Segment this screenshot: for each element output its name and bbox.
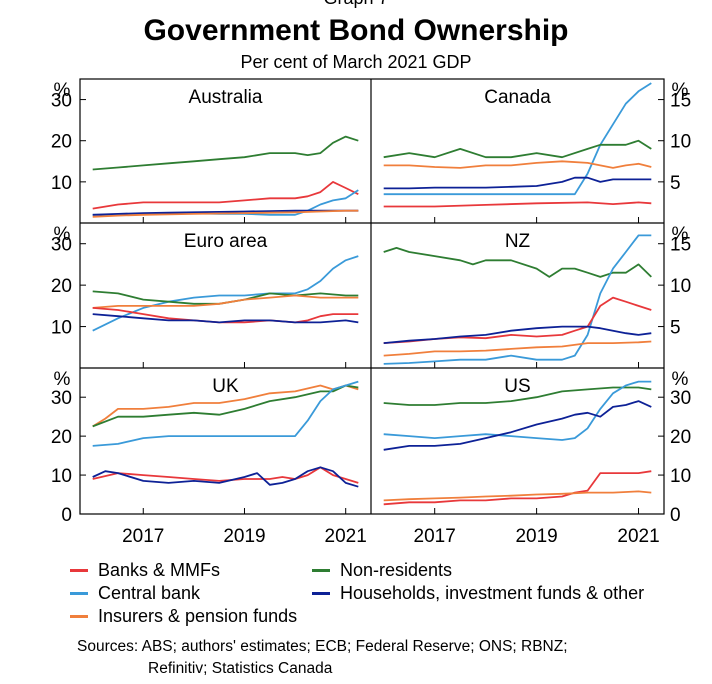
legend-label-banks: Banks & MMFs <box>98 559 221 580</box>
legend-label-insurers: Insurers & pension funds <box>98 605 298 626</box>
series-line-canada-households-investment-funds-other <box>383 176 652 190</box>
legend-swatch-non-residents <box>312 568 330 572</box>
y-tick-label-australia: 20 <box>51 132 72 153</box>
x-tick-label-right: 2017 <box>414 526 456 547</box>
panel-title-uk: UK <box>212 376 239 397</box>
y-tick-label-us: 30 <box>670 388 691 409</box>
x-tick-label-left: 2017 <box>122 526 164 547</box>
series-line-us-households-investment-funds-other <box>383 400 652 451</box>
series-line-canada-insurers-pension-funds <box>383 160 652 169</box>
unit-label-australia: % <box>54 80 71 101</box>
series-line-uk-insurers-pension-funds <box>92 384 359 428</box>
y-tick-label-nz: 5 <box>670 318 681 339</box>
y-tick-label-nz: 10 <box>670 276 691 297</box>
y-tick-label-uk: 30 <box>51 388 72 409</box>
y-tick-label-us: 0 <box>670 505 681 526</box>
sources-note: Sources: ABS; authors' estimates; ECB; F… <box>77 636 697 680</box>
series-line-australia-banks-mmfs <box>92 180 359 210</box>
panel-title-nz: NZ <box>505 231 531 252</box>
series-line-nz-insurers-pension-funds <box>383 340 652 357</box>
series-line-canada-central-bank <box>383 82 652 196</box>
legend-label-central-bank: Central bank <box>98 582 201 603</box>
y-tick-label-uk: 0 <box>61 505 72 526</box>
series-line-uk-households-investment-funds-other <box>92 466 359 488</box>
panel-euro-area: Euro area 30 20 10% <box>51 224 359 368</box>
y-tick-label-canada: 10 <box>670 132 691 153</box>
legend-label-households: Households, investment funds & other <box>340 582 645 603</box>
panel-title-euro-area: Euro area <box>184 231 268 252</box>
panel-us: US 30 20 10 0% <box>383 369 691 526</box>
sources-line-2: Refinitiv; Statistics Canada <box>148 660 333 677</box>
x-tick-label-right: 2021 <box>617 526 659 547</box>
unit-label-euro-area: % <box>54 224 71 245</box>
legend-swatch-central-bank <box>70 591 88 595</box>
series-line-euro-area-households-investment-funds-other <box>92 313 359 324</box>
y-tick-label-nz: 15 <box>670 235 691 256</box>
series-line-australia-non-residents <box>92 135 359 171</box>
y-tick-label-euro-area: 20 <box>51 276 72 297</box>
legend-item-households: Households, investment funds & other <box>312 582 644 604</box>
y-tick-label-australia: 30 <box>51 91 72 112</box>
series-line-canada-banks-mmfs <box>383 201 652 208</box>
series-line-nz-non-residents <box>383 246 652 278</box>
series-line-us-insurers-pension-funds <box>383 490 652 502</box>
unit-label-canada: % <box>672 80 689 101</box>
unit-label-uk: % <box>54 369 71 390</box>
x-tick-label-right: 2019 <box>515 526 557 547</box>
series-line-nz-banks-mmfs <box>383 296 652 344</box>
series-line-nz-households-investment-funds-other <box>383 325 652 344</box>
panel-canada: Canada 15 10 5% <box>383 80 691 223</box>
y-tick-label-us: 10 <box>670 466 691 487</box>
panel-uk: UK 30 20 10 0% <box>51 369 359 526</box>
series-line-us-central-bank <box>383 380 652 441</box>
series-line-uk-non-residents <box>92 384 359 428</box>
y-tick-label-us: 20 <box>670 427 691 448</box>
y-tick-label-uk: 20 <box>51 427 72 448</box>
panel-title-us: US <box>504 376 530 397</box>
series-line-euro-area-banks-mmfs <box>92 307 359 324</box>
series-line-uk-central-bank <box>92 380 359 447</box>
series-line-euro-area-insurers-pension-funds <box>92 294 359 309</box>
legend-item-non-residents: Non-residents <box>312 559 452 581</box>
y-tick-label-euro-area: 30 <box>51 235 72 256</box>
y-tick-label-uk: 10 <box>51 466 72 487</box>
unit-label-us: % <box>672 369 689 390</box>
panel-title-canada: Canada <box>484 87 551 108</box>
panel-nz: NZ 15 10 5% <box>383 224 691 368</box>
unit-label-nz: % <box>672 224 689 245</box>
x-tick-label-left: 2019 <box>223 526 265 547</box>
series-line-nz-central-bank <box>383 234 652 365</box>
legend-item-insurers: Insurers & pension funds <box>70 605 297 627</box>
series-line-australia-insurers-pension-funds <box>92 209 359 218</box>
panel-australia: Australia 30 20 10% <box>51 80 359 223</box>
series-line-euro-area-central-bank <box>92 255 359 332</box>
panel-title-australia: Australia <box>189 87 263 108</box>
chart-subtitle: Per cent of March 2021 GDP <box>240 52 472 72</box>
graph-number: Graph 7 <box>0 0 712 8</box>
series-line-us-banks-mmfs <box>383 470 652 506</box>
series-line-uk-banks-mmfs <box>92 466 359 484</box>
y-tick-label-euro-area: 10 <box>51 318 72 339</box>
x-tick-label-left: 2021 <box>325 526 367 547</box>
legend-item-central-bank: Central bank <box>70 582 200 604</box>
legend-swatch-insurers <box>70 614 88 618</box>
y-tick-label-australia: 10 <box>51 173 72 194</box>
plot-frame <box>79 78 665 515</box>
legend-swatch-households <box>312 591 330 595</box>
y-tick-label-canada: 5 <box>670 173 681 194</box>
series-line-us-non-residents <box>383 386 652 406</box>
legend-item-banks: Banks & MMFs <box>70 559 220 581</box>
y-tick-label-canada: 15 <box>670 91 691 112</box>
sources-line-1: Sources: ABS; authors' estimates; ECB; F… <box>77 638 568 655</box>
legend-swatch-banks <box>70 568 88 572</box>
panel-grid-chart: Australia 30 20 10% Canada 15 10 5% Euro area 30 2… <box>51 78 691 547</box>
series-line-canada-non-residents <box>383 139 652 159</box>
chart-title: Government Bond Ownership <box>143 14 569 47</box>
legend-label-non-residents: Non-residents <box>340 559 453 580</box>
